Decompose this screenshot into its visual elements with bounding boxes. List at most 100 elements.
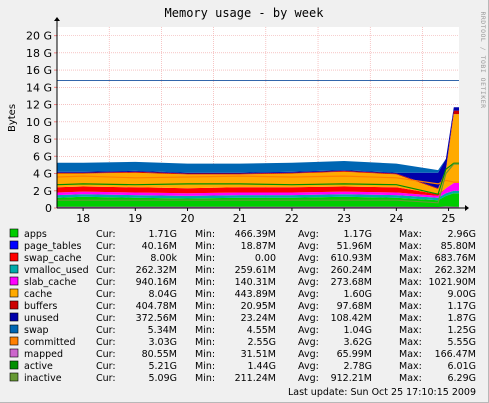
legend-max-label: Max: — [399, 265, 422, 276]
legend-cur-label: Cur: — [96, 361, 116, 372]
legend-swatch — [9, 300, 19, 310]
legend-min-value: 2.55G — [247, 337, 276, 348]
y-tick-label: 16 G — [26, 64, 52, 77]
legend-max-value: 6.01G — [447, 361, 476, 372]
legend-avg-label: Avg: — [298, 265, 319, 276]
area-cache — [57, 114, 459, 195]
y-tick-label: 6 G — [33, 150, 52, 163]
legend-max-label: Max: — [399, 277, 422, 288]
legend-swatch — [9, 264, 19, 274]
legend-min-value: 211.24M — [235, 373, 276, 384]
legend-min-label: Min: — [195, 253, 215, 264]
legend-series-name: inactive — [24, 373, 62, 384]
legend-avg-label: Avg: — [298, 361, 319, 372]
legend-max-label: Max: — [399, 229, 422, 240]
legend-max-value: 1021.90M — [429, 277, 476, 288]
legend-cur-value: 8.04G — [148, 289, 177, 300]
legend-min-value: 18.87M — [241, 241, 276, 252]
y-tick-label: 2 G — [33, 185, 52, 198]
legend-max-label: Max: — [399, 313, 422, 324]
legend-series-name: page_tables — [24, 241, 82, 252]
legend-max-value: 1.87G — [447, 313, 476, 324]
legend-cur-value: 372.56M — [136, 313, 177, 324]
legend-avg-label: Avg: — [298, 349, 319, 360]
y-tick-label: 4 G — [33, 168, 52, 181]
x-tick-label: 21 — [233, 212, 247, 225]
line-active — [56, 162, 459, 195]
legend-max-value: 2.96G — [447, 229, 476, 240]
y-tick-label: 14 G — [26, 81, 52, 94]
legend-swatch — [9, 372, 19, 382]
legend-max-value: 1.17G — [447, 301, 476, 312]
legend-cur-label: Cur: — [96, 301, 116, 312]
legend-series-name: committed — [24, 337, 76, 348]
legend-avg-label: Avg: — [298, 241, 319, 252]
legend-max-label: Max: — [399, 325, 422, 336]
legend-cur-value: 262.32M — [136, 265, 177, 276]
legend-cur-label: Cur: — [96, 337, 116, 348]
legend-avg-value: 51.96M — [337, 241, 372, 252]
legend-min-label: Min: — [195, 337, 215, 348]
y-axis-arrow — [54, 17, 60, 21]
line-committed — [56, 175, 459, 185]
legend-swatch — [9, 360, 19, 370]
legend-min-label: Min: — [195, 349, 215, 360]
legend-max-value: 9.00G — [447, 289, 476, 300]
legend-cur-value: 940.16M — [136, 277, 177, 288]
legend-series-name: active — [24, 361, 53, 372]
legend-max-label: Max: — [399, 349, 422, 360]
x-tick-label: 18 — [76, 212, 90, 225]
legend-avg-label: Avg: — [298, 289, 319, 300]
legend-cur-value: 3.03G — [148, 337, 177, 348]
chart-title: Memory usage - by week — [165, 6, 325, 20]
legend-max-label: Max: — [399, 253, 422, 264]
legend-avg-value: 273.68M — [331, 277, 372, 288]
legend-series-name: swap — [24, 325, 49, 336]
legend-avg-value: 260.24M — [331, 265, 372, 276]
legend-min-value: 20.95M — [241, 301, 276, 312]
line-mapped — [57, 206, 459, 209]
y-tick-label: 8 G — [33, 133, 52, 146]
area-swap — [57, 107, 459, 173]
legend-cur-label: Cur: — [96, 253, 116, 264]
legend-avg-label: Avg: — [298, 301, 319, 312]
x-tick-label: 20 — [181, 212, 195, 225]
legend-min-label: Min: — [195, 361, 215, 372]
y-tick-label: 18 G — [26, 47, 52, 60]
last-update: Last update: Sun Oct 25 17:10:15 2009 — [288, 387, 476, 398]
legend-series-name: swap_cache — [24, 253, 82, 264]
area-slab-cache — [57, 183, 459, 198]
legend-swatch — [9, 348, 19, 358]
legend-avg-value: 108.42M — [331, 313, 372, 324]
x-tick-label: 25 — [442, 212, 456, 225]
legend-avg-value: 65.99M — [337, 349, 372, 360]
legend-max-label: Max: — [399, 289, 422, 300]
legend-max-label: Max: — [399, 373, 422, 384]
rrdtool-credit: RRDTOOL / TOBI OETIKER — [479, 11, 487, 108]
legend-min-value: 31.51M — [241, 349, 276, 360]
legend-avg-value: 1.04G — [343, 325, 372, 336]
legend-series-name: apps — [24, 229, 47, 240]
y-tick-label: 0 — [45, 202, 52, 215]
y-tick-label: 10 G — [26, 116, 52, 129]
x-tick-label: 19 — [128, 212, 142, 225]
legend-min-label: Min: — [195, 325, 215, 336]
legend-max-label: Max: — [399, 301, 422, 312]
legend-cur-label: Cur: — [96, 289, 116, 300]
legend-cur-value: 1.71G — [148, 229, 177, 240]
legend-swatch — [9, 228, 19, 238]
legend-swatch — [9, 288, 19, 298]
legend-cur-value: 80.55M — [142, 349, 177, 360]
legend-cur-label: Cur: — [96, 325, 116, 336]
legend-max-value: 6.29G — [447, 373, 476, 384]
x-axis-arrow — [465, 205, 469, 211]
legend-swatch — [9, 240, 19, 250]
y-tick-label: 20 G — [26, 30, 52, 43]
legend-min-label: Min: — [195, 277, 215, 288]
legend-min-label: Min: — [195, 313, 215, 324]
legend-avg-label: Avg: — [298, 277, 319, 288]
legend-swatch — [9, 276, 19, 286]
legend-min-value: 1.44G — [247, 361, 276, 372]
